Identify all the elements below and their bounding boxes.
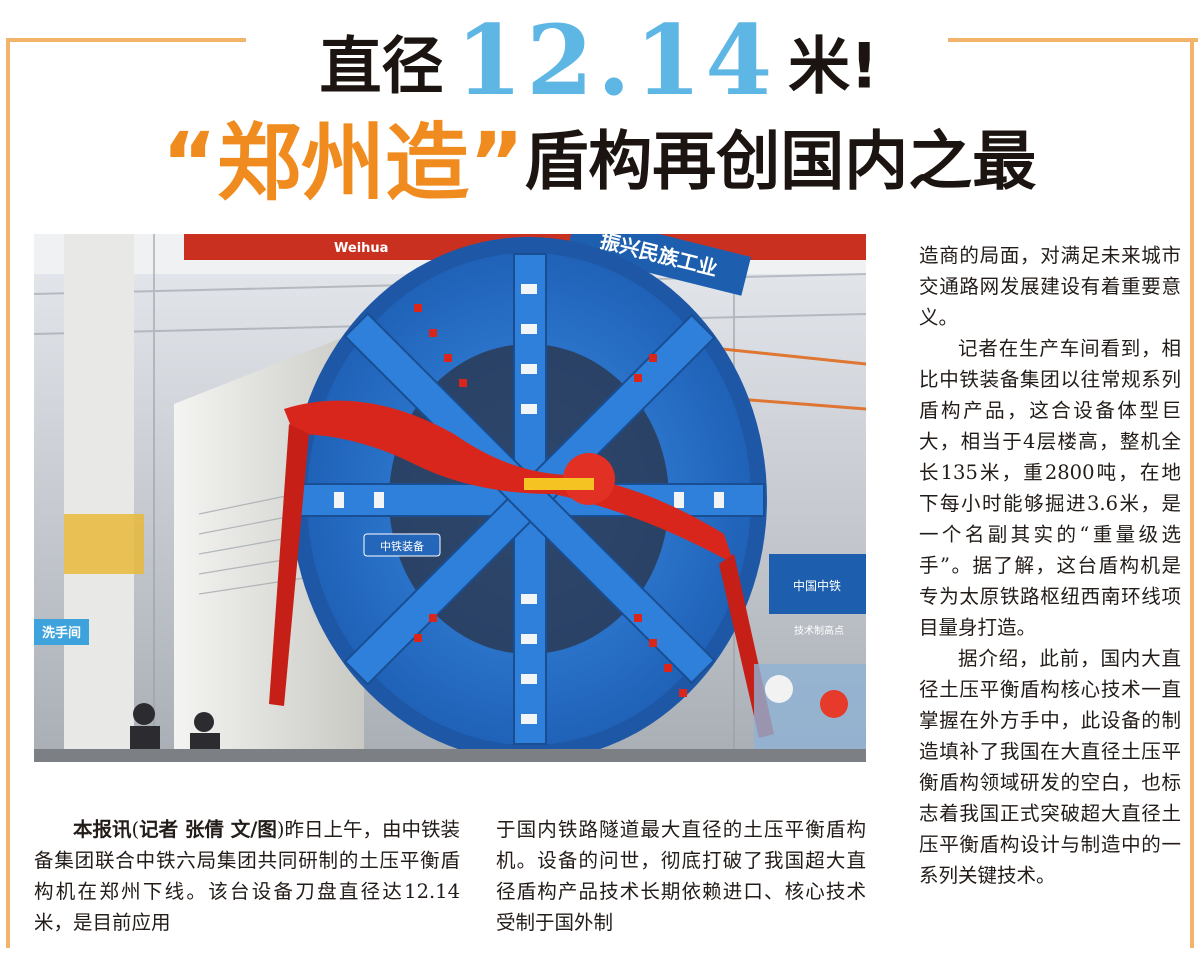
headline-line-1: 直径 12.14 米!	[0, 4, 1198, 117]
article-column-3: 造商的局面，对满足未来城市交通路网发展建设有着重要意义。 记者在生产车间看到，相…	[919, 240, 1181, 891]
article-col2-text: 于国内铁路隧道最大直径的土压平衡盾构机。设备的问世，彻底打破了我国超大直径盾构产…	[496, 818, 866, 934]
restroom-sign: 洗手间	[42, 625, 81, 641]
article-col1-text: 昨日上午，由中铁装备集团联合中铁六局集团共同研制的土压平衡盾构机在郑州下线。该台…	[34, 818, 460, 934]
article-column-2: 于国内铁路隧道最大直径的土压平衡盾构机。设备的问世，彻底打破了我国超大直径盾构产…	[496, 814, 866, 938]
frame-right-border	[1190, 38, 1194, 948]
byline-open: (	[131, 818, 140, 841]
frame-top-left-rule	[6, 38, 246, 42]
byline-reporter: 记者 张倩 文/图	[139, 818, 277, 841]
headline-number: 12.14	[455, 4, 777, 117]
headline-line-2: “郑州造”盾构再创国内之最	[0, 96, 1198, 217]
article-col3-p1: 造商的局面，对满足未来城市交通路网发展建设有着重要意义。	[919, 244, 1181, 329]
tbm-illustration: Weihua 振兴民族工业 洗手间	[34, 234, 866, 762]
news-photo: Weihua 振兴民族工业 洗手间	[34, 234, 866, 762]
byline-close: )	[276, 818, 285, 841]
side-sign: 技术制高点	[794, 624, 844, 637]
frame-top-right-rule	[948, 38, 1198, 42]
ribbon	[284, 400, 734, 564]
article-column-1: 本报讯(记者 张倩 文/图)昨日上午，由中铁装备集团联合中铁六局集团共同研制的土…	[34, 814, 460, 938]
company-sign: 中国中铁	[793, 578, 841, 593]
cutterhead-badge: 中铁装备	[380, 539, 424, 553]
headline-rest: 盾构再创国内之最	[524, 125, 1037, 200]
headline-prefix: 直径	[319, 29, 444, 103]
headline-suffix: 米!	[788, 29, 879, 103]
article-lead: 本报讯	[73, 818, 132, 841]
headline-quote: “郑州造”	[161, 114, 525, 212]
article-col3-p3: 据介绍，此前，国内大直径土压平衡盾构核心技术一直掌握在外方手中，此设备的制造填补…	[919, 647, 1181, 887]
support-column	[64, 234, 134, 762]
frame-left-border	[6, 38, 10, 948]
crane-sign: Weihua	[334, 241, 388, 256]
article-col3-p2: 记者在生产车间看到，相比中铁装备集团以往常规系列盾构产品，这合设备体型巨大，相当…	[919, 337, 1181, 639]
